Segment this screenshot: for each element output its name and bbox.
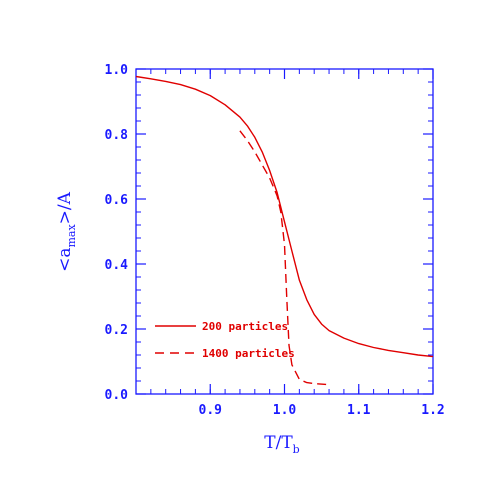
legend-label-1400-particles: 1400 particles [202, 347, 295, 360]
y-tick-label: 0.6 [105, 193, 129, 208]
y-axis-label-pre: <a [55, 248, 75, 272]
x-axis-label: T/Tb [264, 433, 299, 456]
x-tick-label: 1.2 [421, 403, 444, 418]
y-axis-label-post: >/A [55, 191, 75, 224]
y-tick-label: 0.0 [105, 388, 129, 403]
plot-frame [135, 68, 434, 395]
y-axis-label: <amax>/A [55, 191, 78, 272]
axes: 0.9 1.0 1.1 1.2 0.0 0.2 0.4 0.6 0.8 1.0 [105, 63, 445, 418]
y-tick-label: 1.0 [105, 63, 129, 78]
y-tick-label: 0.4 [105, 258, 129, 273]
legend: 200 particles 1400 particles [155, 320, 295, 360]
legend-label-200-particles: 200 particles [202, 320, 288, 333]
x-tick-label: 1.0 [273, 403, 297, 418]
series-line-200-particles [135, 75, 434, 358]
x-axis-label-main: T/T [264, 433, 293, 453]
y-axis-label-subscript: max [65, 224, 78, 248]
series-layer [135, 75, 434, 386]
y-tick-label: 0.8 [105, 128, 129, 143]
x-axis-label-subscript: b [293, 443, 300, 456]
x-tick-label: 0.9 [199, 403, 222, 418]
series-line-1400-particles [239, 130, 330, 386]
y-tick-label: 0.2 [105, 323, 128, 338]
x-tick-label: 1.1 [347, 403, 371, 418]
axis-labels: T/Tb <amax>/A [55, 191, 300, 456]
